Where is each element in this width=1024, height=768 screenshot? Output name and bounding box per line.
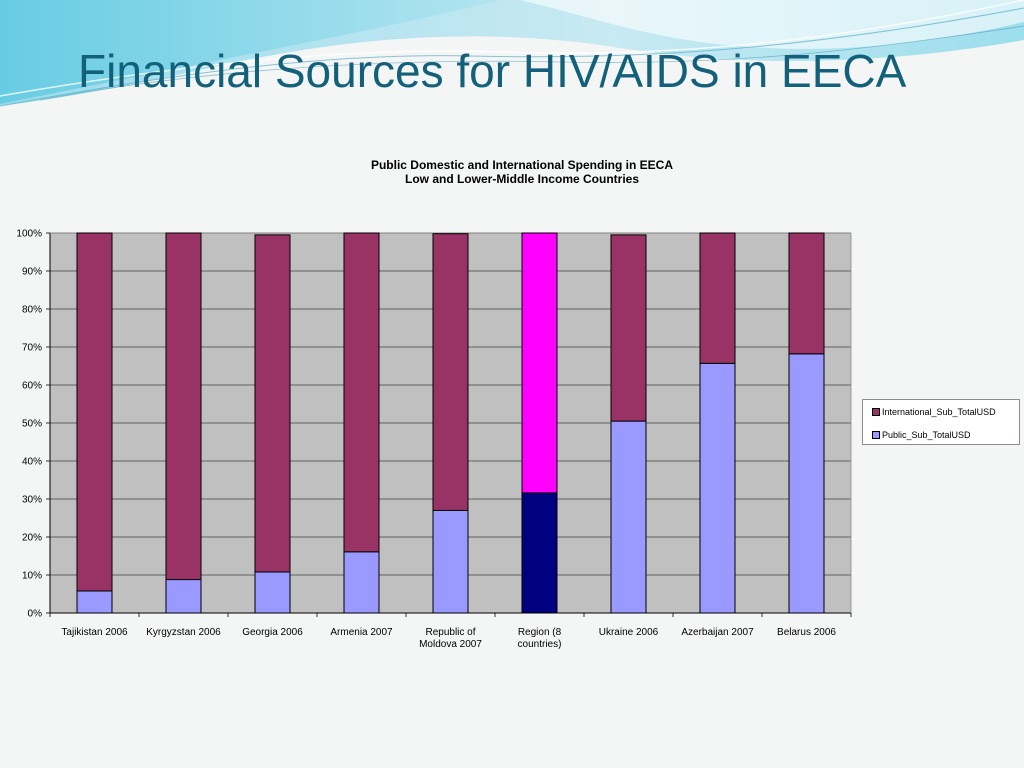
y-tick-label: 10% [22, 571, 42, 582]
bar-segment-international [610, 234, 647, 422]
chart-title-line-1: Public Domestic and International Spendi… [370, 158, 674, 172]
y-tick-label: 90% [22, 267, 42, 278]
bar-segment-international [521, 232, 558, 494]
legend-swatch-international [872, 407, 880, 416]
x-tick-label: Kyrgyzstan 2006 [146, 627, 221, 638]
y-tick-label: 100% [16, 229, 42, 240]
bar-segment-public [254, 571, 291, 614]
legend-label-public: Public_Sub_TotalUSD [882, 430, 971, 440]
x-tick-label: Ukraine 2006 [599, 627, 659, 638]
bar-segment-public [343, 551, 380, 614]
x-tick-label: Region (8 [518, 627, 562, 638]
bar-segment-public [610, 420, 647, 614]
legend-swatch-public [872, 430, 880, 439]
x-tick-label: Azerbaijan 2007 [681, 627, 754, 638]
chart-title: Public Domestic and International Spendi… [280, 158, 764, 186]
bar-segment-public [699, 362, 736, 614]
x-tick-label: Belarus 2006 [777, 627, 836, 638]
bar-segment-international [254, 234, 291, 573]
x-tick-label: countries) [518, 639, 562, 650]
bar-segment-public [521, 492, 558, 614]
x-tick-label: Tajikistan 2006 [61, 627, 128, 638]
bar-segment-public [432, 509, 469, 614]
legend-item-international: International_Sub_TotalUSD [872, 406, 996, 418]
y-tick-label: 20% [22, 533, 42, 544]
chart-title-line-2: Low and Lower-Middle Income Countries [404, 172, 639, 186]
bar-segment-international [432, 233, 469, 511]
x-tick-label: Republic of [425, 627, 475, 638]
y-tick-label: 30% [22, 495, 42, 506]
x-tick-label: Georgia 2006 [242, 627, 303, 638]
legend-label-international: International_Sub_TotalUSD [882, 407, 996, 417]
legend-item-public: Public_Sub_TotalUSD [872, 429, 971, 441]
bar-segment-international [343, 232, 380, 553]
chart-legend: International_Sub_TotalUSD Public_Sub_To… [862, 399, 1020, 445]
bar-segment-international [788, 232, 825, 355]
bar-segment-public [76, 590, 113, 614]
y-tick-label: 40% [22, 457, 42, 468]
y-tick-label: 60% [22, 381, 42, 392]
slide-title: Financial Sources for HIV/AIDS in EECA [78, 45, 907, 97]
bar-segment-international [76, 232, 113, 592]
y-tick-label: 70% [22, 343, 42, 354]
x-tick-label: Armenia 2007 [330, 627, 393, 638]
y-tick-label: 0% [28, 609, 43, 620]
bar-segment-public [788, 353, 825, 614]
y-tick-label: 50% [22, 419, 42, 430]
x-tick-label: Moldova 2007 [419, 639, 482, 650]
y-tick-label: 80% [22, 305, 42, 316]
bar-segment-international [699, 232, 736, 364]
bar-segment-public [165, 579, 202, 614]
bar-segment-international [165, 232, 202, 581]
